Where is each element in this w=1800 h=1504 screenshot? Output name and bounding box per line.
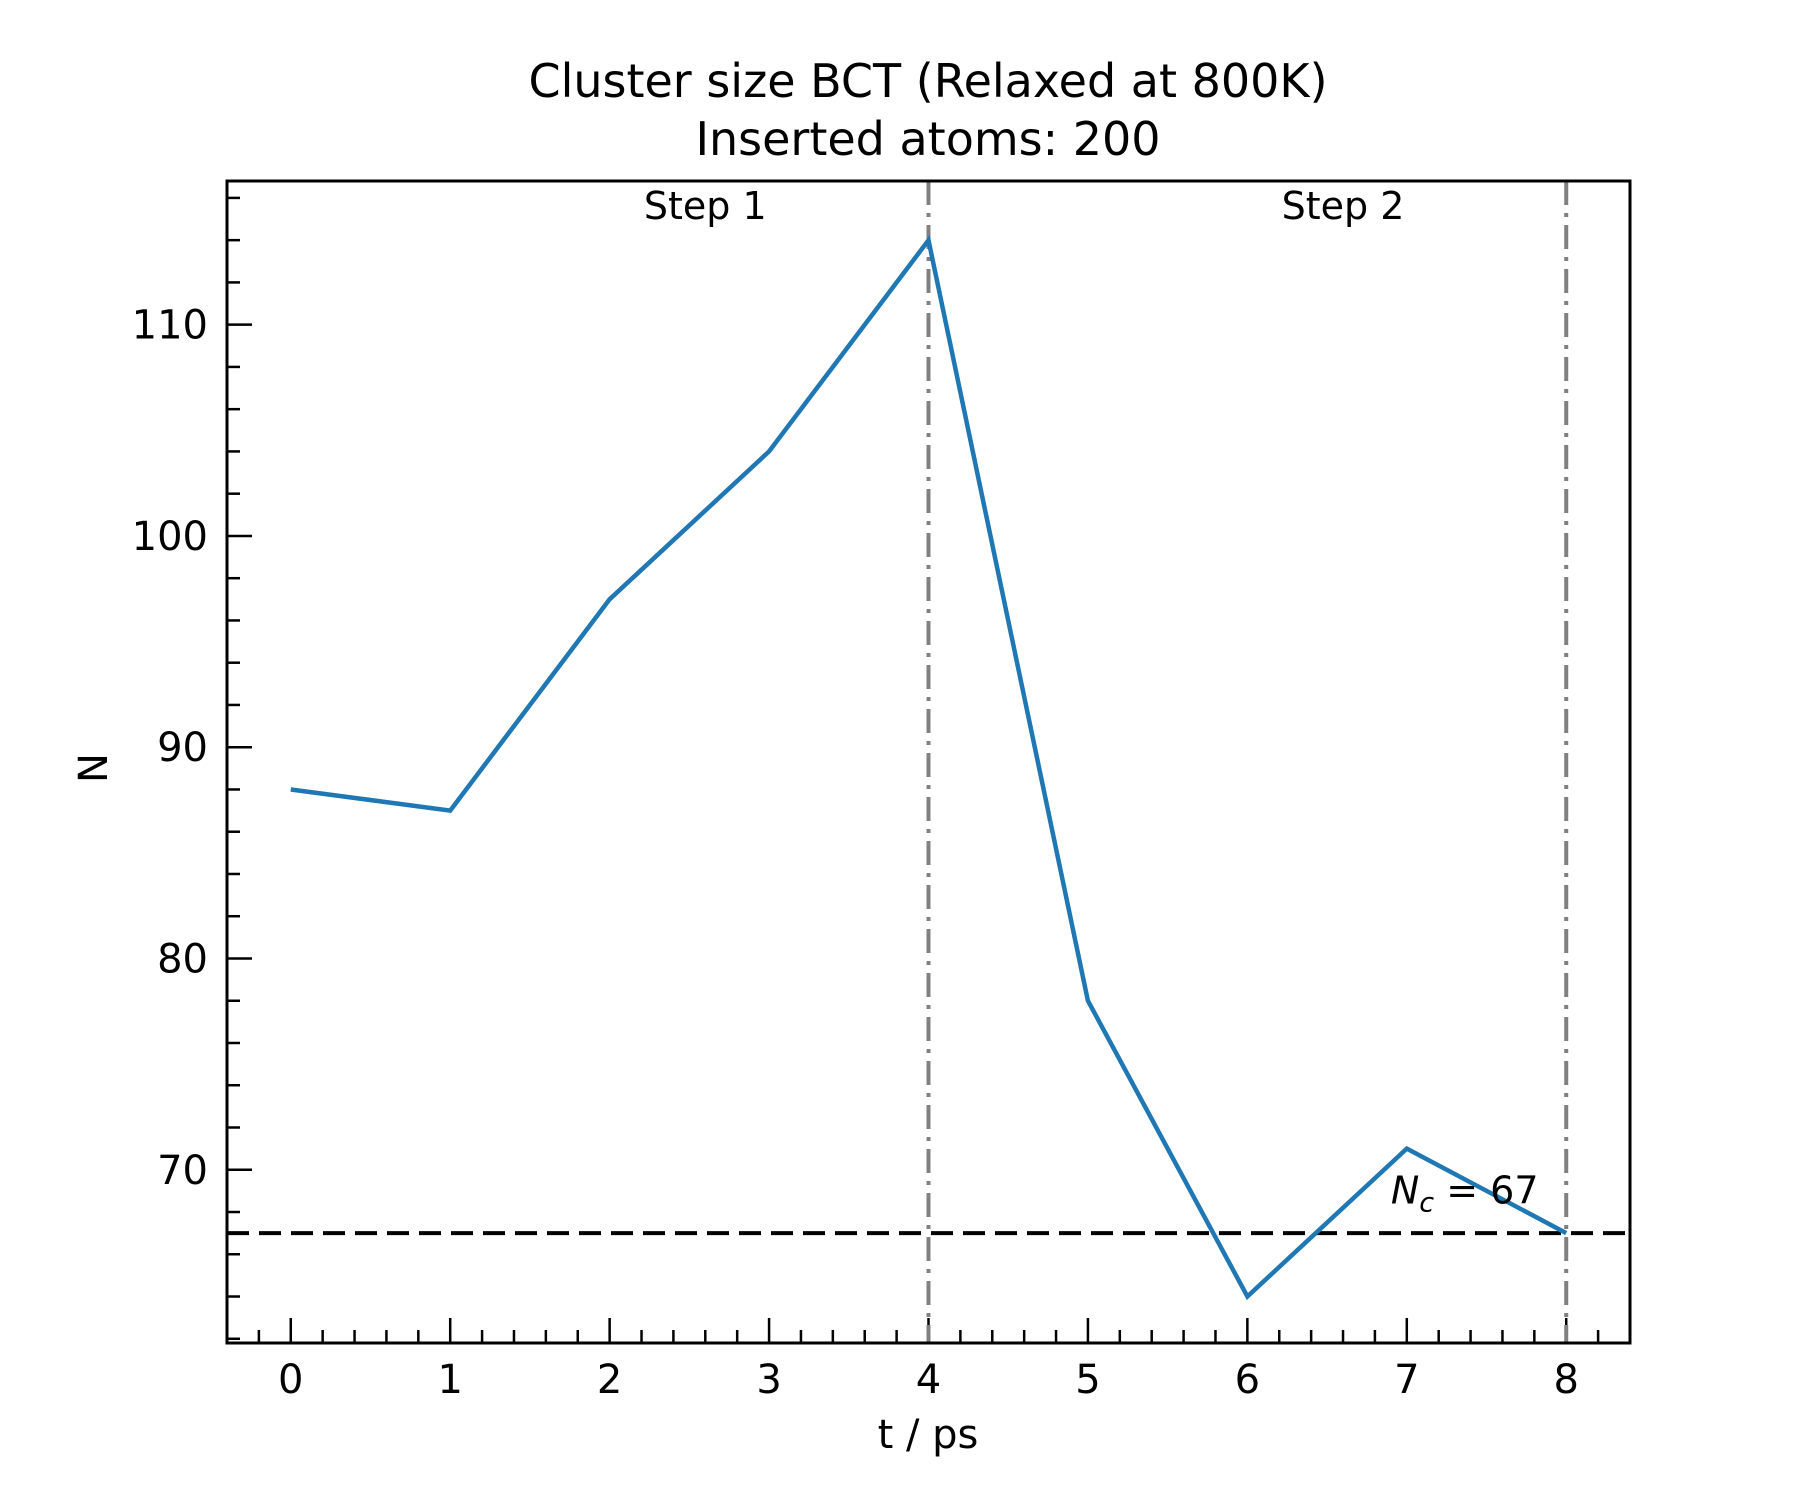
y-tick-label: 70 xyxy=(157,1148,208,1194)
x-tick-label: 2 xyxy=(597,1357,622,1403)
critical-size-label: Nc = 67 xyxy=(1391,1169,1539,1219)
x-tick-label: 8 xyxy=(1554,1357,1579,1403)
y-tick-label: 100 xyxy=(132,514,208,560)
x-tick-label: 1 xyxy=(437,1357,462,1403)
y-tick-label: 110 xyxy=(132,303,208,349)
chart-subtitle: Inserted atoms: 200 xyxy=(695,112,1160,166)
x-tick-label: 4 xyxy=(916,1357,941,1403)
step-label: Step 1 xyxy=(644,184,767,228)
step-label: Step 2 xyxy=(1282,184,1405,228)
x-tick-label: 3 xyxy=(756,1357,781,1403)
x-tick-label: 6 xyxy=(1235,1357,1260,1403)
chart-title: Cluster size BCT (Relaxed at 800K) xyxy=(528,54,1327,108)
x-tick-label: 7 xyxy=(1394,1357,1419,1403)
x-axis-label: t / ps xyxy=(878,1412,979,1458)
x-tick-label: 0 xyxy=(278,1357,303,1403)
x-tick-label: 5 xyxy=(1075,1357,1100,1403)
y-tick-label: 80 xyxy=(157,936,208,982)
y-axis-label: N xyxy=(71,753,117,783)
y-tick-label: 90 xyxy=(157,725,208,771)
